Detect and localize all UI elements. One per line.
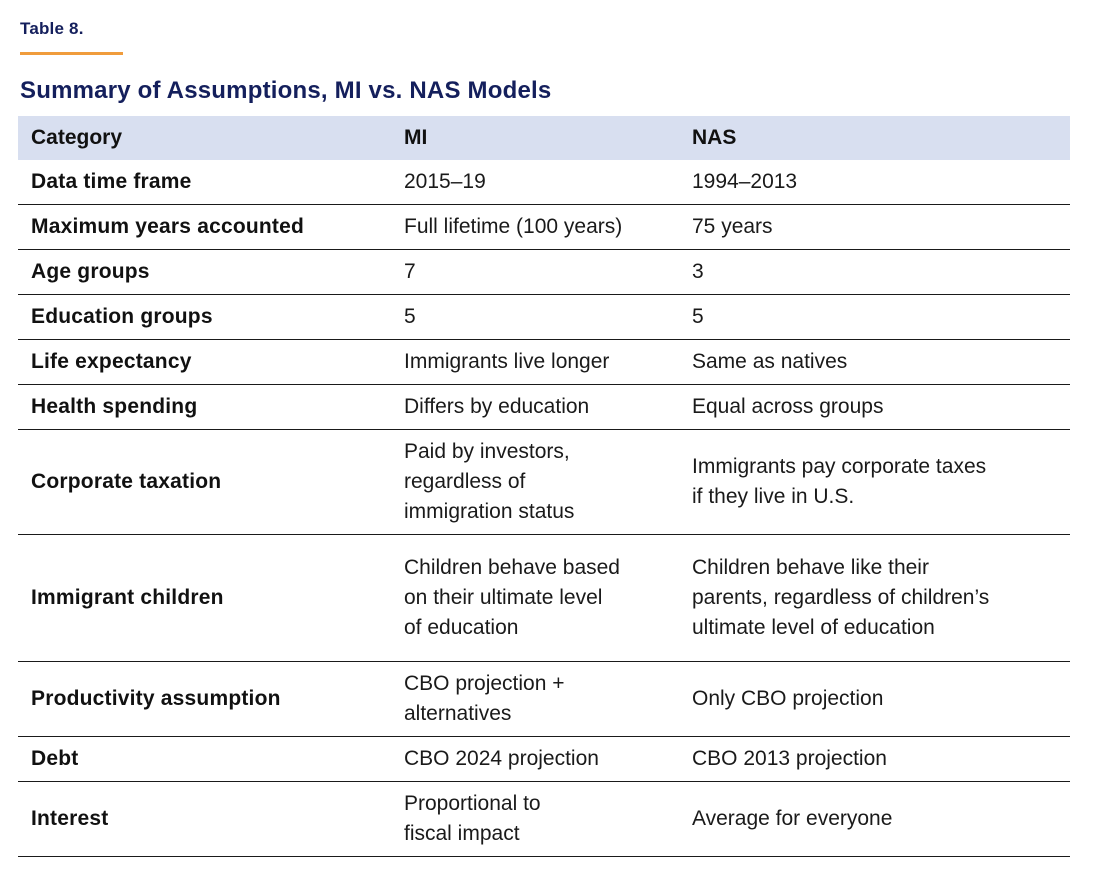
table-row-maximum-years: Maximum years accounted Full lifetime (1… [18, 205, 1070, 250]
nas-value: 1994–2013 [692, 170, 798, 193]
nas-value: Children behave like their parents, rega… [692, 556, 990, 639]
row-category: Health spending [31, 395, 198, 418]
page-title: Summary of Assumptions, MI vs. NAS Model… [20, 77, 552, 104]
row-category: Immigrant children [31, 586, 224, 609]
nas-value: Immigrants pay corporate taxes if they l… [692, 455, 987, 508]
mi-value: CBO 2024 projection [404, 747, 599, 770]
mi-value: Children behave based on their ultimate … [404, 556, 620, 639]
table-row-health-spending: Health spending Differs by education Equ… [18, 385, 1070, 430]
nas-value: CBO 2013 projection [692, 747, 887, 770]
mi-value: Proportional to fiscal impact [404, 792, 541, 845]
table-row-productivity-assumption: Productivity assumption CBO projection +… [18, 662, 1070, 737]
row-category: Education groups [31, 305, 213, 328]
table-header-row: Category MI NAS [18, 116, 1070, 160]
row-category: Interest [31, 807, 109, 830]
table-row-debt: Debt CBO 2024 projection CBO 2013 projec… [18, 737, 1070, 782]
row-category: Life expectancy [31, 350, 192, 373]
column-header-nas: NAS [679, 116, 1070, 160]
nas-value: 5 [692, 305, 704, 328]
row-category: Productivity assumption [31, 687, 281, 710]
table-row-immigrant-children: Immigrant children Children behave based… [18, 535, 1070, 662]
nas-value: Only CBO projection [692, 687, 884, 710]
mi-value: CBO projection + alternatives [404, 672, 565, 725]
table-row-life-expectancy: Life expectancy Immigrants live longer S… [18, 340, 1070, 385]
mi-value: 5 [404, 305, 416, 328]
accent-rule [20, 52, 123, 55]
row-category: Maximum years accounted [31, 215, 305, 238]
table-row-age-groups: Age groups 7 3 [18, 250, 1070, 295]
nas-value: 3 [692, 260, 704, 283]
nas-value: Equal across groups [692, 395, 884, 418]
mi-value: Differs by education [404, 395, 590, 418]
mi-value: 7 [404, 260, 416, 283]
nas-value: Average for everyone [692, 807, 893, 830]
mi-value: Full lifetime (100 years) [404, 215, 623, 238]
mi-value: 2015–19 [404, 170, 486, 193]
nas-value: 75 years [692, 215, 773, 238]
mi-value: Paid by investors, regardless of immigra… [404, 440, 575, 523]
table-row-interest: Interest Proportional to fiscal impact A… [18, 782, 1070, 857]
assumptions-table: Category MI NAS Data time frame 2015–19 … [18, 116, 1070, 857]
row-category: Corporate taxation [31, 470, 222, 493]
mi-value: Immigrants live longer [404, 350, 610, 373]
row-category: Debt [31, 747, 79, 770]
row-category: Data time frame [31, 170, 192, 193]
table-row-education-groups: Education groups 5 5 [18, 295, 1070, 340]
row-category: Age groups [31, 260, 150, 283]
table-row-corporate-taxation: Corporate taxation Paid by investors, re… [18, 430, 1070, 535]
table-number-label: Table 8. [20, 19, 84, 38]
column-header-mi: MI [391, 116, 679, 160]
column-header-category: Category [18, 116, 391, 160]
table-row-data-time-frame: Data time frame 2015–19 1994–2013 [18, 160, 1070, 205]
nas-value: Same as natives [692, 350, 848, 373]
